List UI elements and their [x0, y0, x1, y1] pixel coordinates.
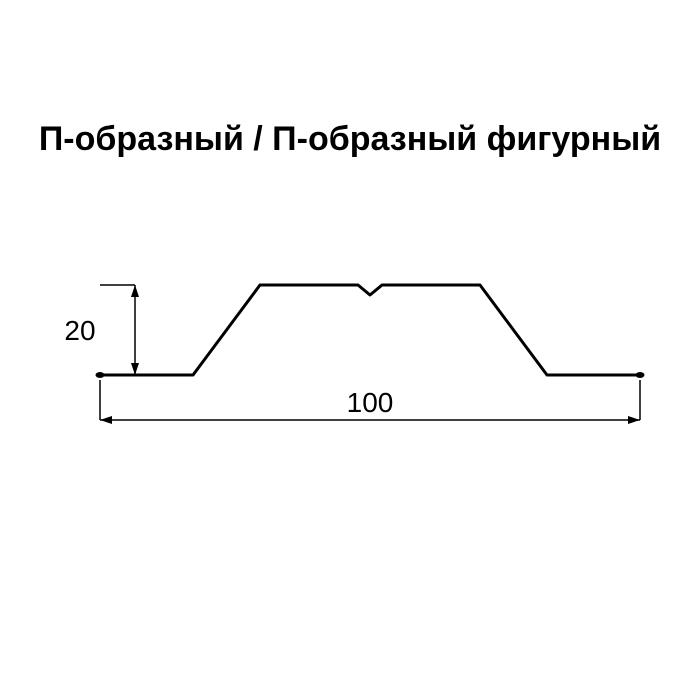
profile-drawing: 20 100: [0, 210, 700, 470]
dim-label-height: 20: [64, 315, 95, 346]
profile-outline: [100, 285, 640, 375]
dim-arrow: [628, 416, 640, 424]
dim-label-width: 100: [347, 387, 394, 418]
dim-arrow: [100, 416, 112, 424]
diagram-title: П-образный / П-образный фигурный: [0, 120, 700, 159]
profile-endcap: [636, 372, 645, 378]
dim-arrow: [131, 285, 139, 297]
dim-arrow: [131, 363, 139, 375]
diagram-container: П-образный / П-образный фигурный 20 100: [0, 0, 700, 700]
